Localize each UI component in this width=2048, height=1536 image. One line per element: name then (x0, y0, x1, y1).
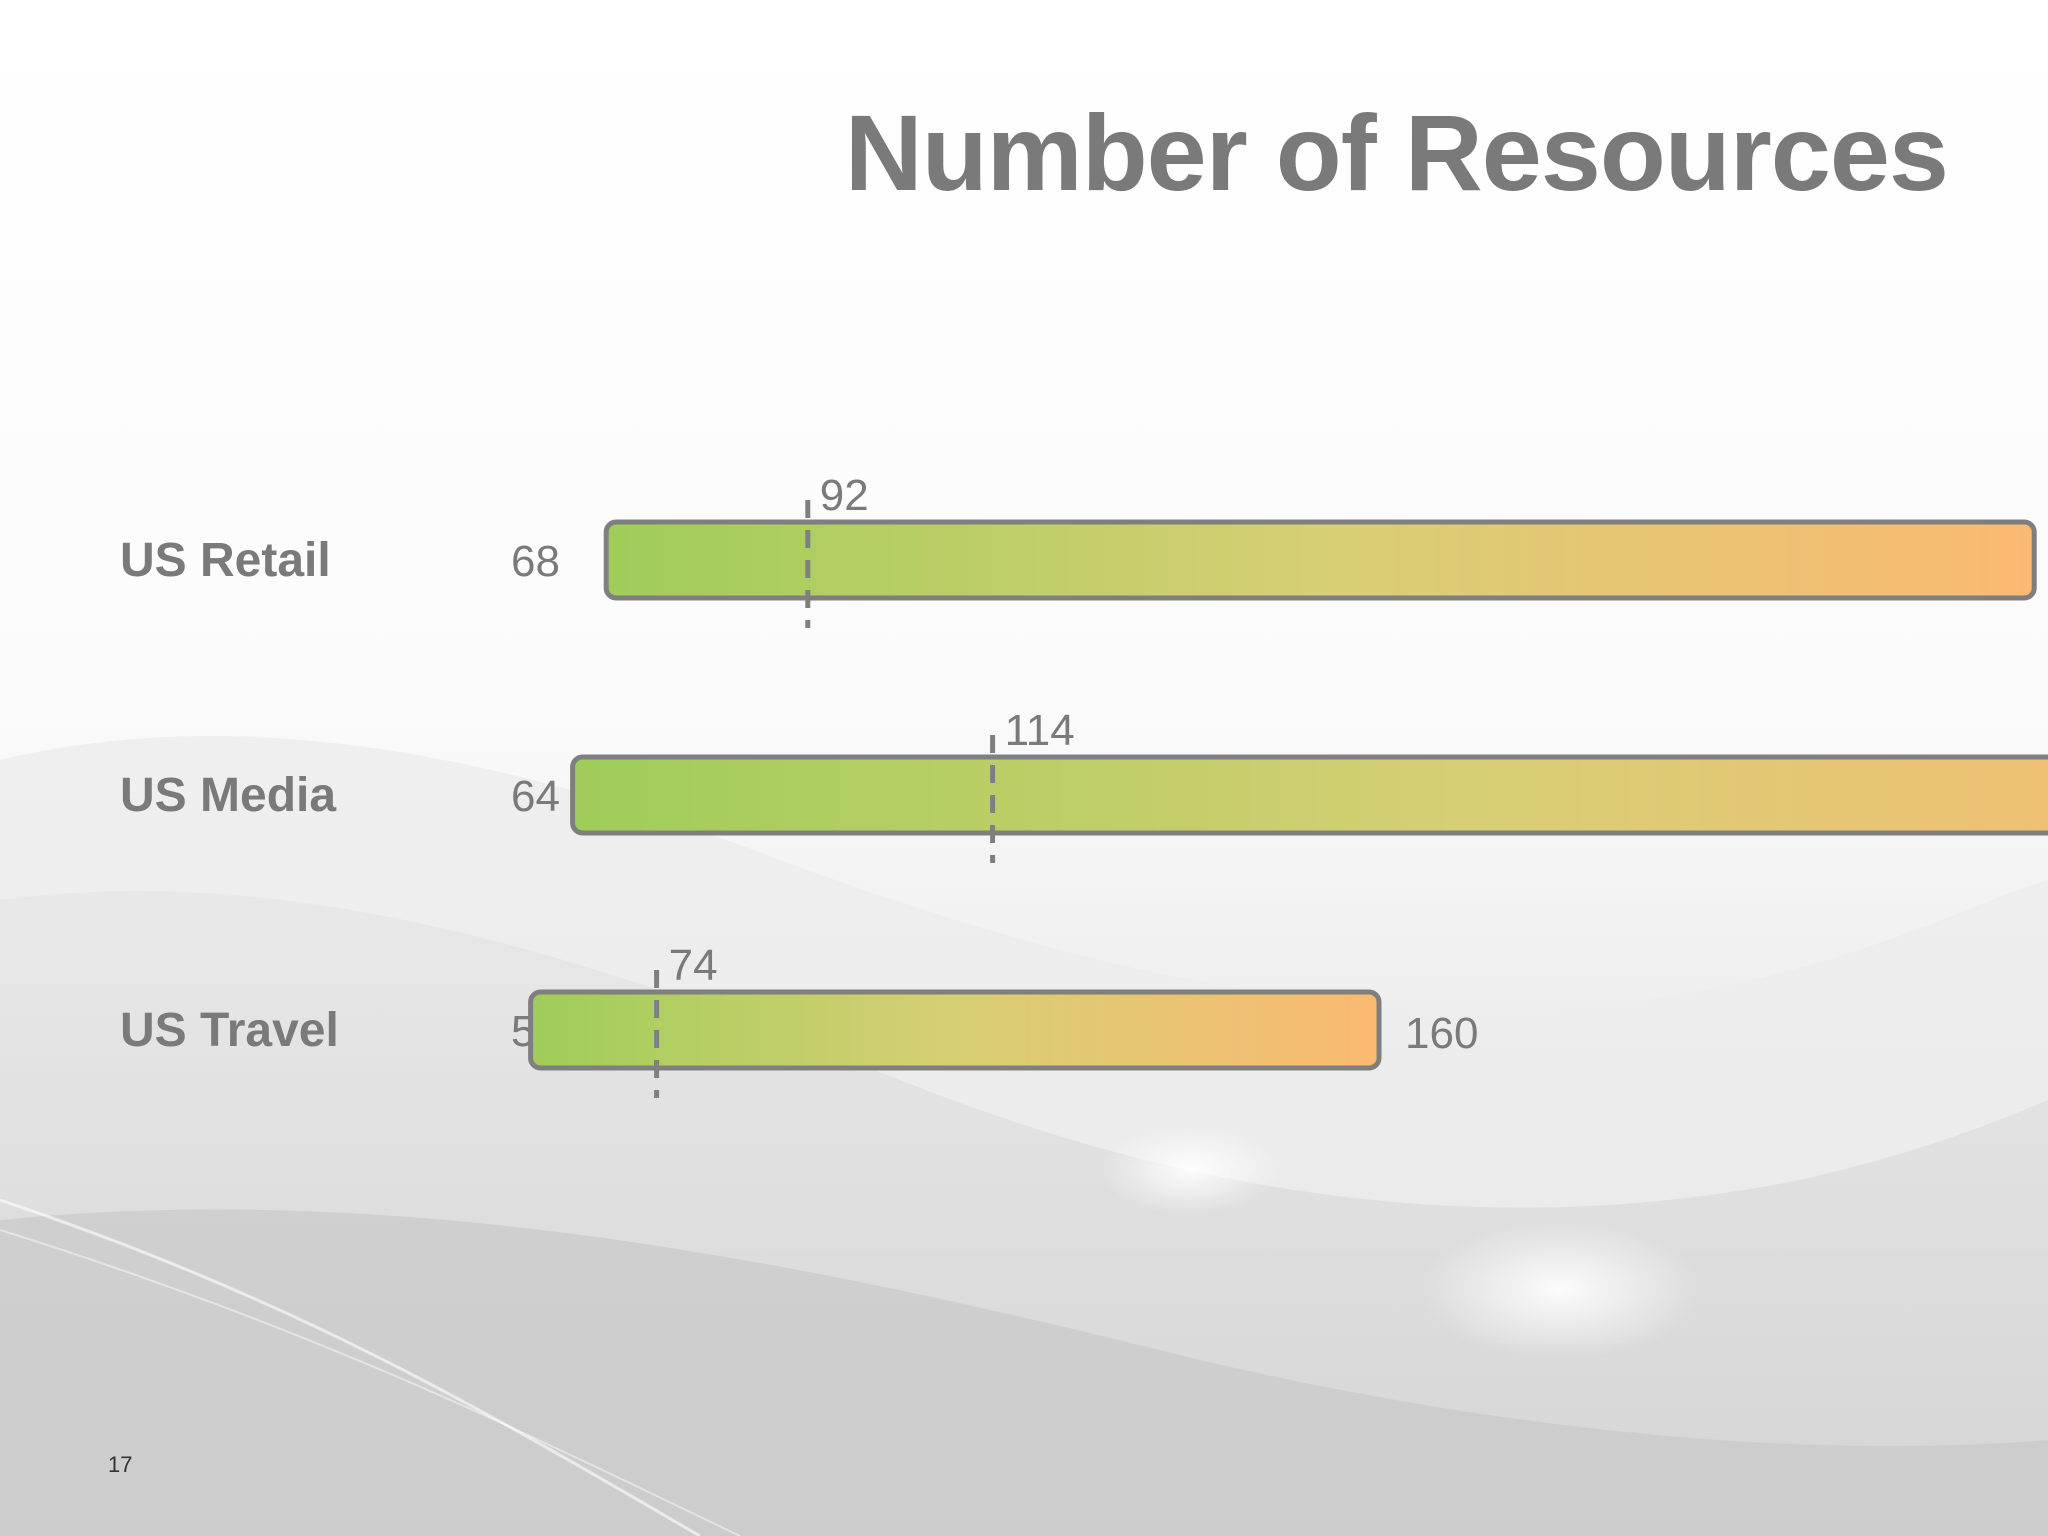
slide-number: 17 (108, 1452, 133, 1477)
slide-title: Number of Resources (844, 92, 1949, 213)
category-label: US Retail (120, 534, 331, 587)
low-value-label: 68 (511, 537, 560, 586)
low-value-label: 64 (511, 772, 560, 821)
category-label: US Travel (120, 1004, 339, 1057)
category-label: US Media (120, 769, 336, 822)
marker-value-label: 92 (820, 471, 869, 520)
range-bar (570, 754, 2048, 836)
high-value-label: 160 (1405, 1009, 1478, 1058)
marker-value-label: 74 (669, 941, 718, 990)
marker-value-label: 114 (1005, 706, 1075, 755)
range-bar (528, 989, 1382, 1071)
range-bar (603, 519, 2037, 601)
